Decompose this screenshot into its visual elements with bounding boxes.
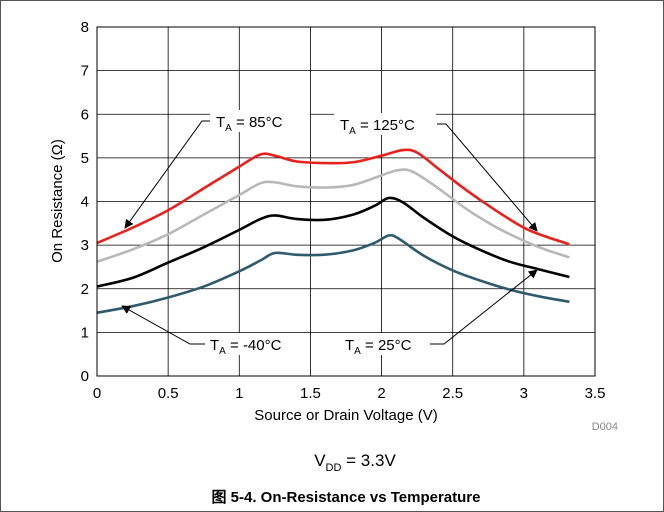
annotation-25c: TA = 25°C — [345, 337, 412, 357]
condition-vdd: VDD = 3.3V — [314, 451, 396, 474]
leader-85 — [124, 120, 212, 229]
y-tick-label: 3 — [81, 237, 89, 254]
y-axis-title: On Resistance (Ω) — [49, 139, 66, 263]
x-tick-label: 2 — [377, 385, 385, 402]
leader-m40 — [121, 305, 205, 345]
y-tick-labels: 0 1 2 3 4 5 6 7 8 — [81, 19, 89, 385]
series-line-0 — [96, 148, 570, 246]
series-line-1 — [96, 168, 570, 263]
y-tick-label: 0 — [81, 368, 89, 385]
y-tick-label: 1 — [81, 324, 89, 341]
series-line-3 — [96, 233, 570, 315]
x-tick-label: 3.5 — [585, 385, 606, 402]
annotation-85c: TA = 85°C — [216, 114, 283, 134]
x-axis-title: Source or Drain Voltage (V) — [254, 407, 437, 424]
y-tick-label: 4 — [81, 194, 89, 211]
x-tick-label: 3 — [520, 385, 528, 402]
x-tick-labels: 0 0.5 1 1.5 2 2.5 3 3.5 — [93, 385, 606, 402]
y-tick-label: 7 — [81, 63, 89, 80]
x-tick-label: 2.5 — [442, 385, 463, 402]
series-lines — [96, 148, 570, 315]
annotation-leaders — [121, 120, 538, 345]
figure-caption: 图 5-4. On-Resistance vs Temperature — [212, 489, 481, 506]
x-tick-label: 0 — [93, 385, 101, 402]
annotation-125c: TA = 125°C — [340, 117, 415, 137]
leader-125 — [437, 123, 538, 232]
x-tick-label: 1 — [235, 385, 243, 402]
y-tick-label: 5 — [81, 150, 89, 167]
y-tick-label: 8 — [81, 19, 89, 36]
x-tick-label: 1.5 — [300, 385, 321, 402]
graph-code: D004 — [592, 421, 618, 433]
annotation-m40c: TA = -40°C — [210, 337, 282, 357]
plot-border — [96, 26, 596, 377]
y-tick-label: 6 — [81, 106, 89, 123]
annotation-labels: TA = 85°C TA = 125°C TA = -40°C TA = 25°… — [205, 110, 436, 357]
series-line-2 — [96, 196, 570, 288]
leader-25 — [430, 269, 538, 345]
y-tick-label: 2 — [81, 281, 89, 298]
x-tick-label: 0.5 — [158, 385, 179, 402]
